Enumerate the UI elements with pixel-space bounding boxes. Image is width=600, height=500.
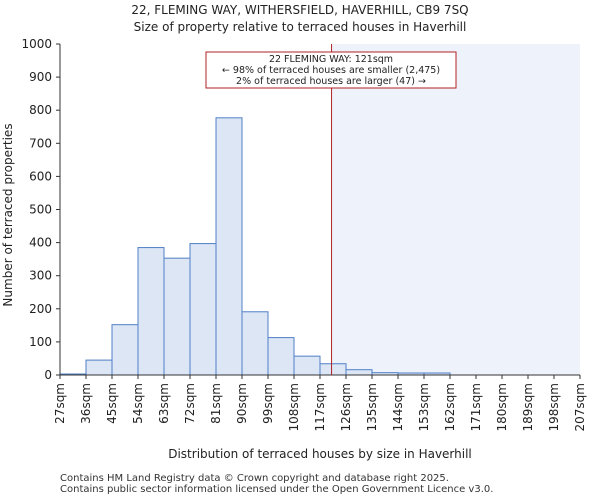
y-tick-label: 200	[29, 302, 52, 316]
x-tick-label: 45sqm	[105, 383, 119, 424]
x-tick-label: 99sqm	[261, 383, 275, 424]
y-axis-label: Number of terraced properties	[1, 123, 15, 306]
x-tick-label: 126sqm	[339, 383, 353, 431]
y-tick-label: 300	[29, 269, 52, 283]
chart-subtitle: Size of property relative to terraced ho…	[134, 20, 467, 34]
x-tick-label: 72sqm	[183, 383, 197, 424]
x-tick-label: 81sqm	[209, 383, 223, 424]
x-axis-label: Distribution of terraced houses by size …	[168, 447, 472, 461]
histogram-bar	[137, 247, 165, 376]
x-tick-label: 180sqm	[495, 383, 509, 431]
histogram-bar	[267, 337, 295, 376]
x-tick-label: 153sqm	[417, 383, 431, 431]
y-tick-label: 700	[29, 136, 52, 150]
y-tick-label: 400	[29, 236, 52, 250]
x-tick-label: 171sqm	[469, 383, 483, 431]
x-tick-label: 36sqm	[79, 383, 93, 424]
x-tick-label: 27sqm	[53, 383, 67, 424]
footer-licence: Contains public sector information licen…	[60, 484, 494, 495]
histogram-bar	[163, 257, 191, 376]
y-tick-label: 100	[29, 335, 52, 349]
histogram-chart: 22, FLEMING WAY, WITHERSFIELD, HAVERHILL…	[1, 3, 587, 461]
annotation-text: 22 FLEMING WAY: 121sqm	[269, 54, 393, 65]
y-tick-label: 900	[29, 70, 52, 84]
histogram-bar	[85, 359, 113, 376]
histogram-bar	[215, 117, 243, 376]
histogram-bar	[189, 243, 217, 376]
histogram-bar	[345, 369, 373, 376]
x-tick-label: 117sqm	[313, 383, 327, 431]
y-tick-label: 800	[29, 103, 52, 117]
larger-region-shade	[331, 44, 580, 375]
annotation-text: 2% of terraced houses are larger (47) →	[236, 76, 426, 87]
annotation-box	[205, 51, 457, 89]
histogram-bar	[293, 355, 321, 376]
y-tick-label: 0	[44, 368, 52, 382]
footer-copyright: Contains HM Land Registry data © Crown c…	[60, 473, 449, 484]
y-tick-label: 500	[29, 203, 52, 217]
annotation-text: ← 98% of terraced houses are smaller (2,…	[222, 65, 440, 76]
histogram-bar	[241, 311, 269, 376]
chart-title: 22, FLEMING WAY, WITHERSFIELD, HAVERHILL…	[131, 3, 468, 17]
x-tick-label: 207sqm	[573, 383, 587, 431]
histogram-bar	[111, 324, 139, 376]
histogram-bar	[319, 363, 347, 376]
x-tick-label: 63sqm	[157, 383, 171, 424]
y-tick-label: 600	[29, 169, 52, 183]
x-tick-label: 162sqm	[443, 383, 457, 431]
x-tick-label: 189sqm	[521, 383, 535, 431]
x-tick-label: 135sqm	[365, 383, 379, 431]
x-tick-label: 108sqm	[287, 383, 301, 431]
x-tick-label: 198sqm	[547, 383, 561, 431]
y-tick-label: 1000	[21, 37, 52, 51]
x-tick-label: 90sqm	[235, 383, 249, 424]
x-tick-label: 54sqm	[131, 383, 145, 424]
x-tick-label: 144sqm	[391, 383, 405, 431]
